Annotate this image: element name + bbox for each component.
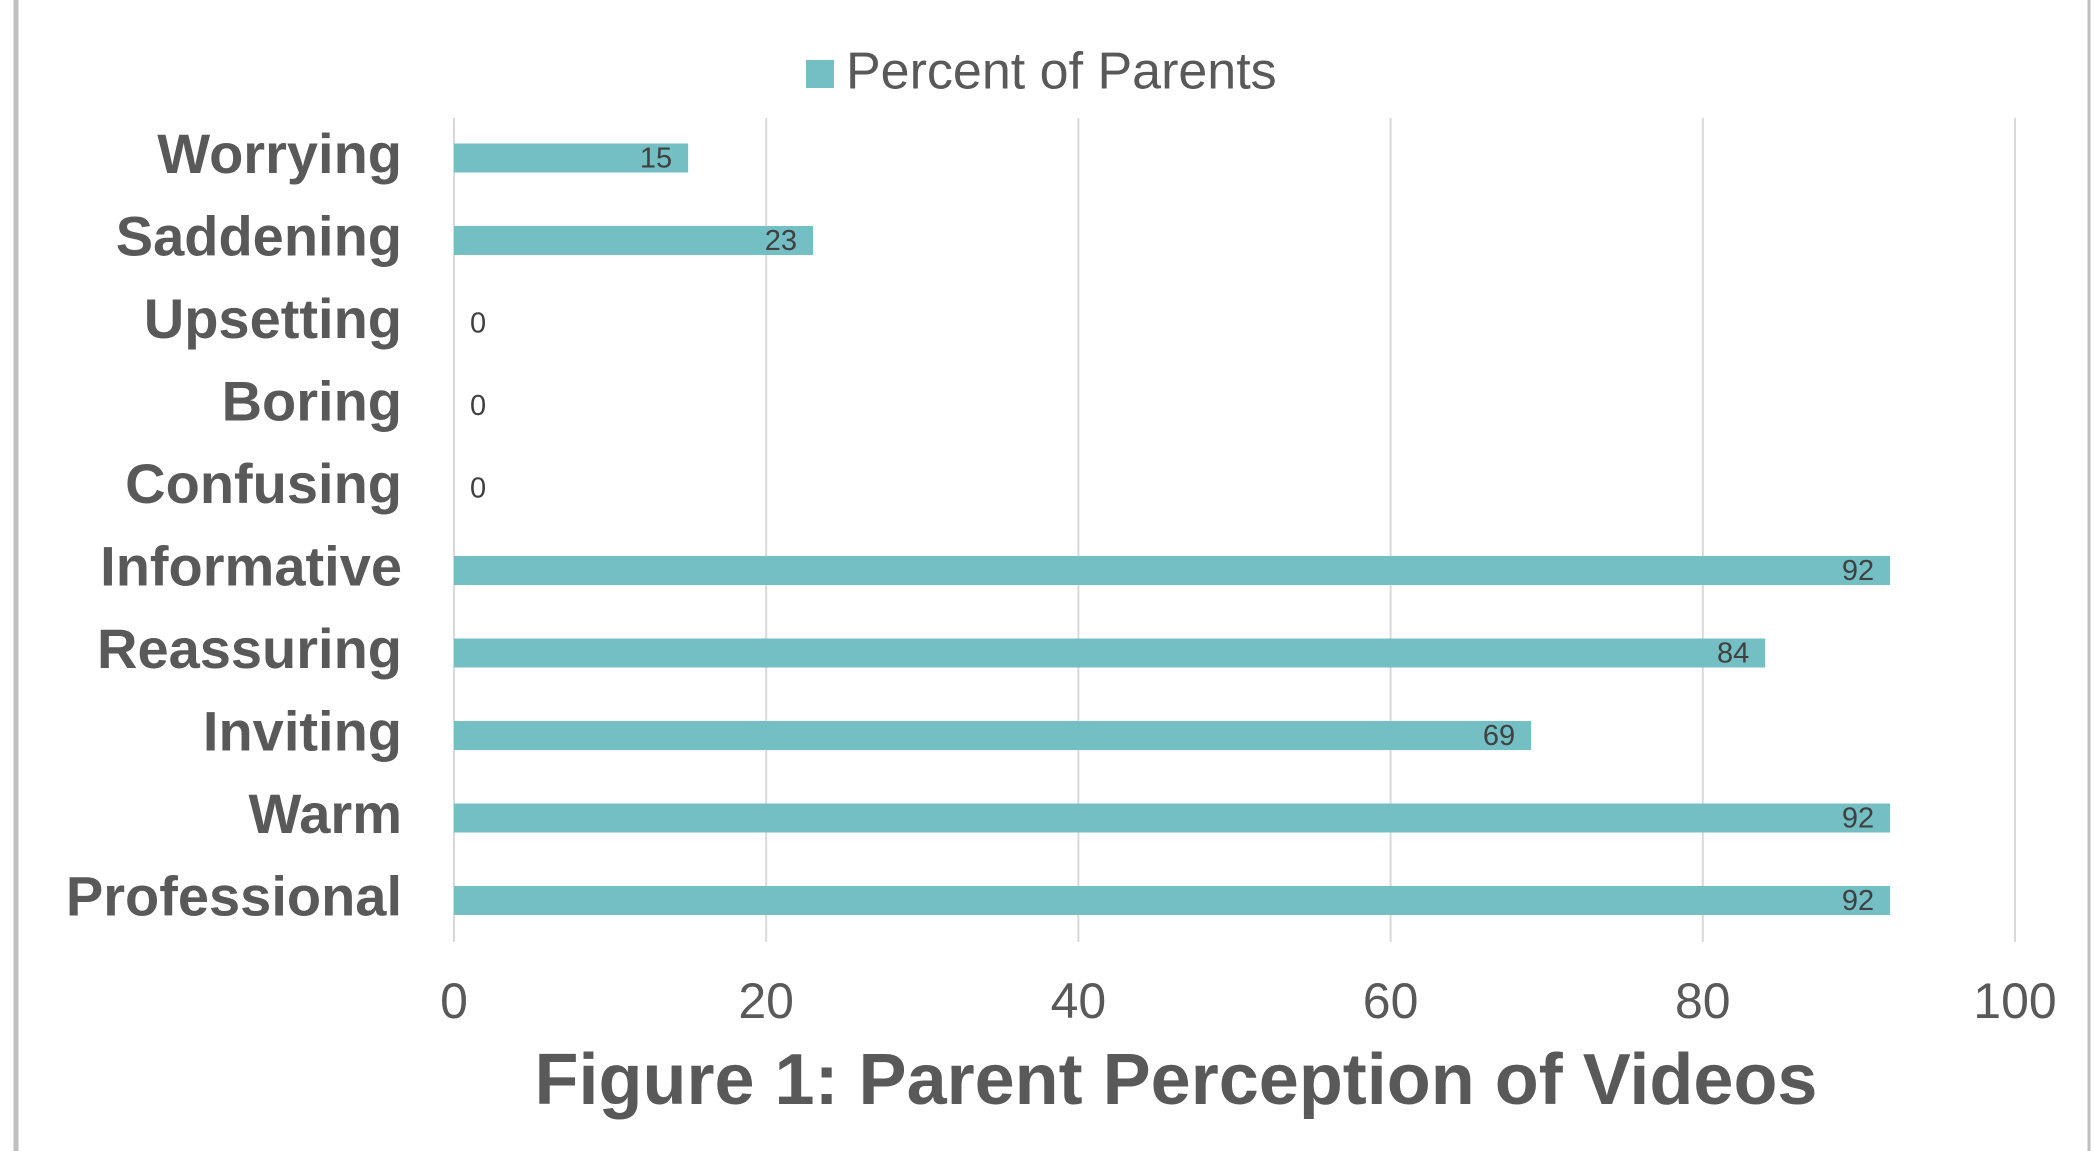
- x-tick-label: 20: [738, 973, 794, 1029]
- legend-label: Percent of Parents: [846, 43, 1277, 101]
- x-tick-label: 0: [440, 973, 468, 1029]
- y-tick-label: Informative: [100, 534, 402, 597]
- y-tick-label: Saddening: [116, 204, 402, 267]
- bar: [454, 886, 1891, 915]
- x-tick-label: 80: [1675, 973, 1731, 1029]
- y-tick-label: Reassuring: [97, 617, 402, 680]
- y-tick-label: Inviting: [203, 699, 402, 762]
- y-tick-label: Upsetting: [144, 287, 402, 350]
- data-label: 69: [1483, 720, 1515, 752]
- x-tick-label: 60: [1363, 973, 1419, 1029]
- data-label: 0: [470, 308, 486, 340]
- bar: [454, 803, 1891, 833]
- bar: [454, 226, 814, 255]
- data-label: 84: [1717, 638, 1749, 670]
- bar: [454, 721, 1532, 750]
- y-tick-label: Warm: [248, 782, 402, 845]
- y-tick-label: Confusing: [125, 452, 402, 515]
- data-label: 0: [470, 473, 486, 505]
- chart-title: Figure 1: Parent Perception of Videos: [535, 1040, 1818, 1120]
- y-tick-label: Professional: [66, 864, 402, 927]
- y-tick-label: Worrying: [157, 122, 402, 185]
- data-label: 15: [640, 143, 672, 175]
- legend-swatch: [806, 60, 834, 88]
- data-label: 23: [765, 225, 797, 257]
- bar: [454, 638, 1766, 668]
- data-label: 92: [1842, 885, 1874, 917]
- data-label: 0: [470, 390, 486, 422]
- x-tick-label: 100: [1973, 973, 2056, 1029]
- data-label: 92: [1842, 803, 1874, 835]
- bar: [454, 143, 689, 173]
- x-tick-label: 40: [1051, 973, 1107, 1029]
- y-tick-label: Boring: [222, 369, 402, 432]
- data-label: 92: [1842, 555, 1874, 587]
- bar: [454, 556, 1891, 585]
